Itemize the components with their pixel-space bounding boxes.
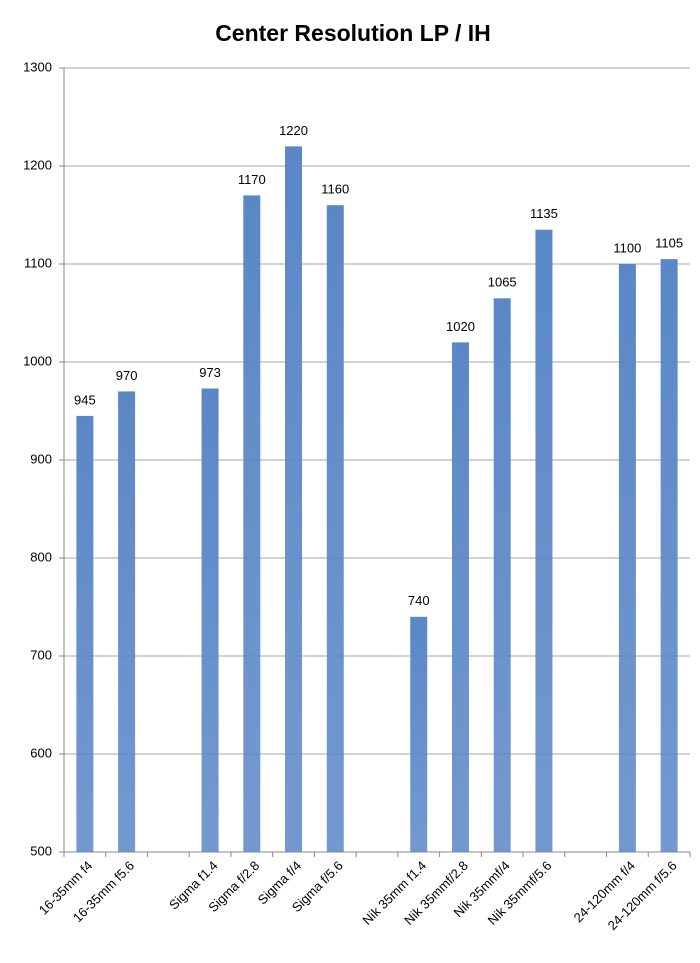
value-label: 1100 (613, 240, 641, 255)
y-tick-label: 1300 (23, 59, 52, 74)
bar (326, 205, 344, 852)
value-label: 1160 (321, 182, 349, 197)
bar (76, 415, 94, 852)
bar (410, 616, 428, 852)
value-label: 970 (116, 368, 138, 383)
bar (201, 388, 219, 852)
value-label: 973 (199, 365, 221, 380)
bar (285, 146, 303, 852)
bar (451, 342, 469, 852)
bar (243, 195, 261, 852)
bar (618, 264, 636, 852)
value-label: 945 (74, 392, 96, 407)
y-tick-label: 600 (30, 745, 52, 760)
y-tick-label: 800 (30, 549, 52, 564)
y-tick-label: 1200 (23, 157, 52, 172)
value-label: 1170 (238, 172, 266, 187)
value-label: 1065 (488, 275, 517, 290)
value-label: 1105 (655, 236, 683, 251)
y-tick-label: 900 (30, 451, 52, 466)
bar (535, 229, 553, 852)
y-tick-label: 700 (30, 647, 52, 662)
value-label: 1135 (530, 206, 558, 221)
value-label: 740 (408, 593, 430, 608)
chart-title: Center Resolution LP / IH (215, 20, 491, 46)
value-label: 1020 (446, 319, 475, 334)
y-tick-label: 1000 (23, 353, 52, 368)
bar (660, 259, 678, 853)
value-label: 1220 (279, 123, 308, 138)
bar (118, 391, 136, 852)
y-tick-label: 1100 (24, 255, 52, 270)
bar (493, 298, 511, 852)
y-tick-label: 500 (30, 843, 52, 858)
